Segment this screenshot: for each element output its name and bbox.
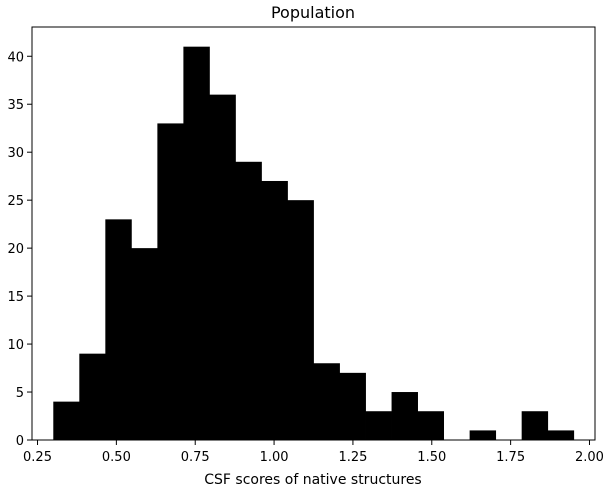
x-tick-label: 0.25 xyxy=(23,450,52,465)
histogram-bar xyxy=(313,363,340,440)
x-axis-label: CSF scores of native structures xyxy=(204,472,421,487)
histogram-bar xyxy=(339,372,366,440)
histogram-bar xyxy=(53,401,80,440)
chart-title: Population xyxy=(271,3,355,22)
y-tick-label: 20 xyxy=(7,242,24,257)
x-tick-label: 1.00 xyxy=(260,450,289,465)
histogram-bar xyxy=(365,411,392,440)
x-axis-ticks: 0.25 0.50 0.75 1.00 1.25 1.50 1.75 2.00 xyxy=(23,440,603,465)
histogram-bar xyxy=(183,46,210,441)
x-tick-label: 1.50 xyxy=(417,450,446,465)
x-tick-label: 0.75 xyxy=(181,450,210,465)
x-tick-label: 2.00 xyxy=(575,450,603,465)
histogram-bar xyxy=(105,219,132,440)
histogram-bar xyxy=(261,180,288,440)
histogram-bar xyxy=(547,430,575,440)
histogram-bar xyxy=(131,248,158,440)
plot-frame xyxy=(31,26,596,441)
histogram-bar xyxy=(157,123,184,440)
y-tick-label: 5 xyxy=(16,386,24,401)
y-tick-label: 15 xyxy=(7,290,24,305)
x-tick-label: 1.75 xyxy=(496,450,525,465)
y-tick-label: 40 xyxy=(7,50,24,65)
histogram-bar xyxy=(287,200,314,440)
y-axis-ticks: 0 5 10 15 20 25 30 35 40 xyxy=(7,50,32,449)
histogram-bar xyxy=(521,411,549,440)
y-tick-label: 35 xyxy=(7,98,24,113)
y-tick-label: 0 xyxy=(16,434,24,449)
histogram-bar xyxy=(469,430,497,440)
x-tick-label: 1.25 xyxy=(338,450,367,465)
histogram-bar xyxy=(391,392,418,440)
histogram-bar xyxy=(417,411,445,440)
histogram-bar xyxy=(209,94,236,440)
histogram-bar xyxy=(235,161,262,440)
y-tick-label: 30 xyxy=(7,146,24,161)
y-tick-label: 10 xyxy=(7,338,24,353)
histogram-bars xyxy=(53,46,575,441)
x-tick-label: 0.50 xyxy=(102,450,131,465)
y-tick-label: 25 xyxy=(7,194,24,209)
histogram-bar xyxy=(79,353,106,440)
